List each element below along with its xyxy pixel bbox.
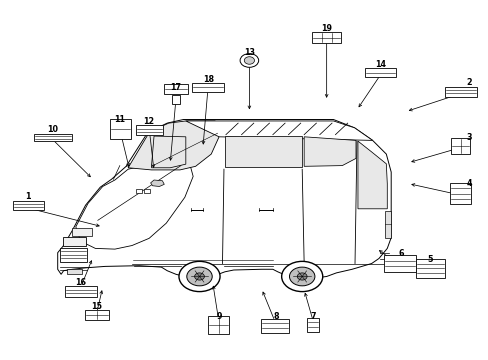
Circle shape xyxy=(289,267,314,286)
Bar xyxy=(72,228,92,236)
Bar xyxy=(191,83,223,91)
Bar xyxy=(163,84,188,94)
Bar xyxy=(109,119,131,139)
Bar xyxy=(144,189,150,193)
Bar xyxy=(415,259,444,278)
Circle shape xyxy=(297,273,306,280)
Text: 13: 13 xyxy=(244,48,254,57)
Bar xyxy=(64,286,96,297)
Polygon shape xyxy=(76,165,193,249)
Bar xyxy=(207,316,229,334)
Circle shape xyxy=(244,57,254,64)
Polygon shape xyxy=(185,121,372,140)
Text: 10: 10 xyxy=(47,125,58,134)
Polygon shape xyxy=(304,137,355,166)
Text: 15: 15 xyxy=(91,302,102,311)
Text: 19: 19 xyxy=(321,24,331,33)
Bar xyxy=(365,68,395,77)
Text: 2: 2 xyxy=(466,78,471,87)
Bar xyxy=(260,319,288,333)
Text: 14: 14 xyxy=(374,60,385,69)
Bar xyxy=(171,94,180,104)
Bar xyxy=(84,310,109,320)
Bar xyxy=(384,256,415,271)
Bar xyxy=(450,138,469,154)
Text: 4: 4 xyxy=(466,179,471,188)
Text: 8: 8 xyxy=(273,311,279,320)
Text: 17: 17 xyxy=(170,83,181,91)
Text: 5: 5 xyxy=(427,256,432,264)
Polygon shape xyxy=(224,136,302,167)
Bar xyxy=(306,318,318,332)
Bar xyxy=(136,125,163,135)
Text: 1: 1 xyxy=(25,192,31,201)
Polygon shape xyxy=(150,180,164,186)
Text: 16: 16 xyxy=(75,278,86,287)
Text: 12: 12 xyxy=(143,117,154,126)
Bar xyxy=(62,237,86,246)
Bar xyxy=(60,248,86,262)
Bar xyxy=(136,189,142,193)
Text: 3: 3 xyxy=(466,133,471,142)
Bar xyxy=(311,32,341,43)
Circle shape xyxy=(281,261,322,292)
Text: 9: 9 xyxy=(216,311,222,320)
Circle shape xyxy=(179,261,220,292)
Bar xyxy=(444,87,475,97)
Text: 6: 6 xyxy=(397,249,403,258)
Polygon shape xyxy=(58,120,390,279)
Circle shape xyxy=(186,267,212,286)
Text: 7: 7 xyxy=(309,311,315,320)
Bar xyxy=(385,211,390,238)
Polygon shape xyxy=(151,136,185,168)
Circle shape xyxy=(194,273,204,280)
Circle shape xyxy=(240,54,258,67)
Bar xyxy=(449,183,470,204)
Text: 18: 18 xyxy=(203,75,213,84)
Polygon shape xyxy=(357,141,386,209)
Text: 11: 11 xyxy=(114,115,125,124)
Bar xyxy=(34,134,72,141)
Bar xyxy=(67,269,82,274)
Polygon shape xyxy=(128,121,219,170)
Bar xyxy=(13,201,43,210)
